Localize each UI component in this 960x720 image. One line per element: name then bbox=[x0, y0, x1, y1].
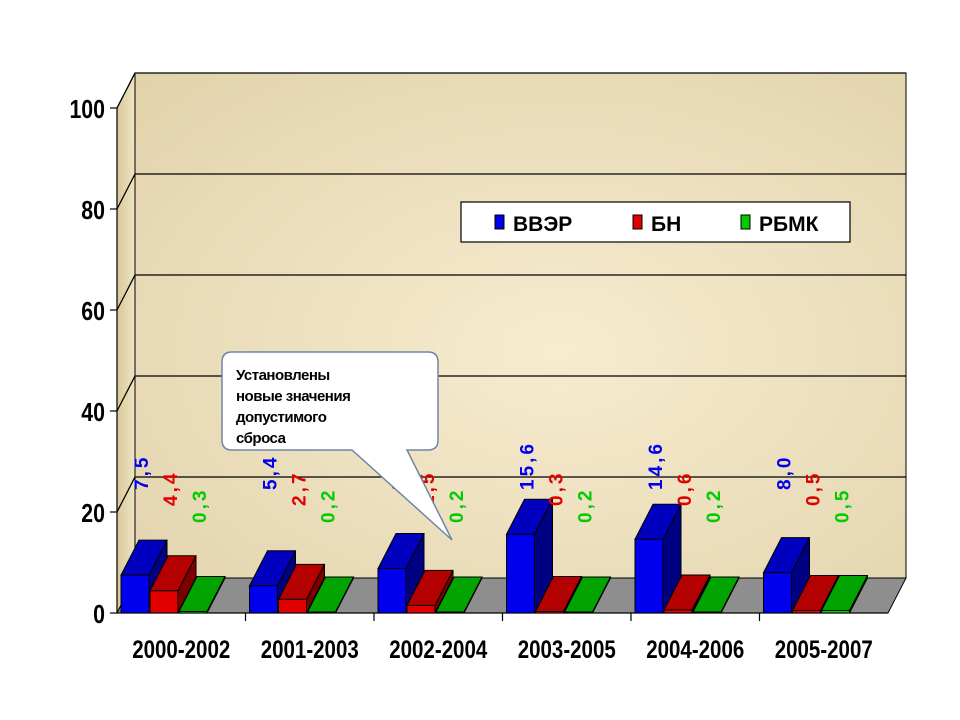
back-wall bbox=[134, 72, 907, 579]
legend-swatch-vver bbox=[494, 214, 505, 230]
legend-box bbox=[460, 201, 851, 243]
data-label-ВВЭР-2005-2007: 8,0 bbox=[775, 455, 796, 490]
bar-front-face bbox=[278, 598, 307, 614]
bar-front-face bbox=[377, 568, 407, 614]
legend-swatch-bn bbox=[632, 214, 643, 230]
callout-text-line4: сброса bbox=[236, 430, 287, 447]
bar-РБМК-2001-2003 bbox=[306, 576, 355, 614]
data-label-ВВЭР-2004-2006: 14,6 bbox=[646, 441, 667, 490]
y-tick-label-80: 80 bbox=[81, 196, 105, 226]
data-label-РБМК-2002-2004: 0,2 bbox=[447, 488, 468, 523]
bar-front-face bbox=[120, 574, 150, 614]
x-tick-label-2003-2005: 2003-2005 bbox=[518, 635, 616, 663]
annotation-callout: Установлены новые значения допустимого с… bbox=[221, 351, 453, 541]
bar-РБМК-2000-2002 bbox=[178, 575, 226, 614]
gridlines bbox=[116, 72, 906, 513]
x-tick-label-2000-2002: 2000-2002 bbox=[132, 635, 230, 663]
x-tick-label-2002-2004: 2002-2004 bbox=[389, 635, 487, 663]
bar-РБМК-2004-2006 bbox=[692, 576, 740, 614]
bar-front-face bbox=[821, 609, 850, 614]
bar-front-face bbox=[692, 611, 722, 614]
x-tick-label-2005-2007: 2005-2007 bbox=[775, 635, 873, 663]
legend: ВВЭР БН РБМК bbox=[460, 201, 851, 243]
data-label-БН-2005-2007: 0,5 bbox=[804, 471, 825, 506]
callout-text-line1: Установлены bbox=[236, 367, 330, 384]
y-axis: 0 20 40 60 80 100 bbox=[69, 95, 888, 630]
y-tick-label-40: 40 bbox=[81, 398, 105, 428]
bar-front-face bbox=[435, 611, 465, 614]
bar-ВВЭР-2005-2007 bbox=[762, 537, 811, 614]
y-tick-label-100: 100 bbox=[69, 95, 105, 125]
bar-front-face bbox=[535, 610, 564, 614]
callout-text-line3: допустимого bbox=[236, 409, 327, 426]
bar-front-face bbox=[763, 572, 792, 614]
gridline-20 bbox=[116, 476, 906, 513]
data-label-РБМК-2001-2003: 0,2 bbox=[319, 488, 340, 523]
data-label-ВВЭР-2001-2003: 5,4 bbox=[261, 455, 282, 490]
bar-front-face bbox=[564, 611, 593, 614]
bar-ВВЭР-2002-2004 bbox=[377, 533, 425, 614]
bar-РБМК-2002-2004 bbox=[435, 576, 483, 614]
legend-swatch-rbmk bbox=[740, 214, 751, 230]
legend-label-rbmk: РБМК bbox=[759, 213, 819, 236]
bar-front-face bbox=[506, 533, 535, 614]
bar-front-face bbox=[178, 610, 208, 614]
gridline-100 bbox=[116, 72, 906, 109]
data-label-РБМК-2003-2005: 0,2 bbox=[576, 488, 597, 523]
side-wall bbox=[116, 72, 136, 614]
bar-БН-2000-2002 bbox=[149, 555, 197, 614]
data-label-РБМК-2000-2002: 0,3 bbox=[190, 488, 211, 523]
gridline-80 bbox=[116, 173, 906, 210]
data-label-ВВЭР-2000-2002: 7,5 bbox=[132, 455, 153, 490]
bar-front-face bbox=[249, 585, 278, 614]
bars bbox=[120, 498, 869, 614]
bar-РБМК-2005-2007 bbox=[820, 574, 869, 614]
callout-bubble bbox=[221, 351, 453, 541]
bar-front-face bbox=[307, 611, 336, 614]
y-tick-label-20: 20 bbox=[81, 499, 105, 529]
data-label-БН-2003-2005: 0,3 bbox=[547, 471, 568, 506]
bar-ВВЭР-2003-2005 bbox=[505, 498, 554, 614]
bar-front-face bbox=[663, 609, 693, 614]
data-label-БН-2004-2006: 0,6 bbox=[675, 471, 696, 506]
bar-БН-2003-2005 bbox=[534, 575, 583, 614]
y-tick-label-60: 60 bbox=[81, 297, 105, 327]
x-axis-labels: 2000-2002 2001-2003 2002-2004 2003-2005 2004… bbox=[132, 635, 873, 663]
y-tick-label-0: 0 bbox=[93, 600, 105, 630]
data-label-БН-2000-2002: 4,4 bbox=[161, 471, 182, 506]
data-label-РБМК-2005-2007: 0,5 bbox=[833, 488, 854, 523]
data-label-РБМК-2004-2006: 0,2 bbox=[704, 488, 725, 523]
bar-ВВЭР-2004-2006 bbox=[634, 503, 682, 614]
bar-БН-2002-2004 bbox=[406, 569, 454, 614]
legend-label-bn: БН bbox=[651, 213, 681, 236]
data-label-БН-2001-2003: 2,7 bbox=[290, 471, 311, 506]
bar-front-face bbox=[406, 604, 436, 614]
bar-БН-2004-2006 bbox=[663, 574, 711, 614]
x-tick-label-2004-2006: 2004-2006 bbox=[646, 635, 744, 663]
legend-label-vver: ВВЭР bbox=[513, 213, 572, 236]
x-tick-label-2001-2003: 2001-2003 bbox=[261, 635, 359, 663]
bar-front-face bbox=[149, 590, 179, 614]
data-label-ВВЭР-2003-2005: 15,6 bbox=[518, 441, 539, 490]
gridline-40 bbox=[116, 375, 906, 412]
callout-text-line2: новые значения bbox=[236, 388, 350, 405]
gridline-60 bbox=[116, 274, 906, 311]
bar-front-face bbox=[634, 538, 664, 614]
bar-front-face bbox=[792, 609, 821, 614]
bar-РБМК-2003-2005 bbox=[563, 576, 612, 614]
